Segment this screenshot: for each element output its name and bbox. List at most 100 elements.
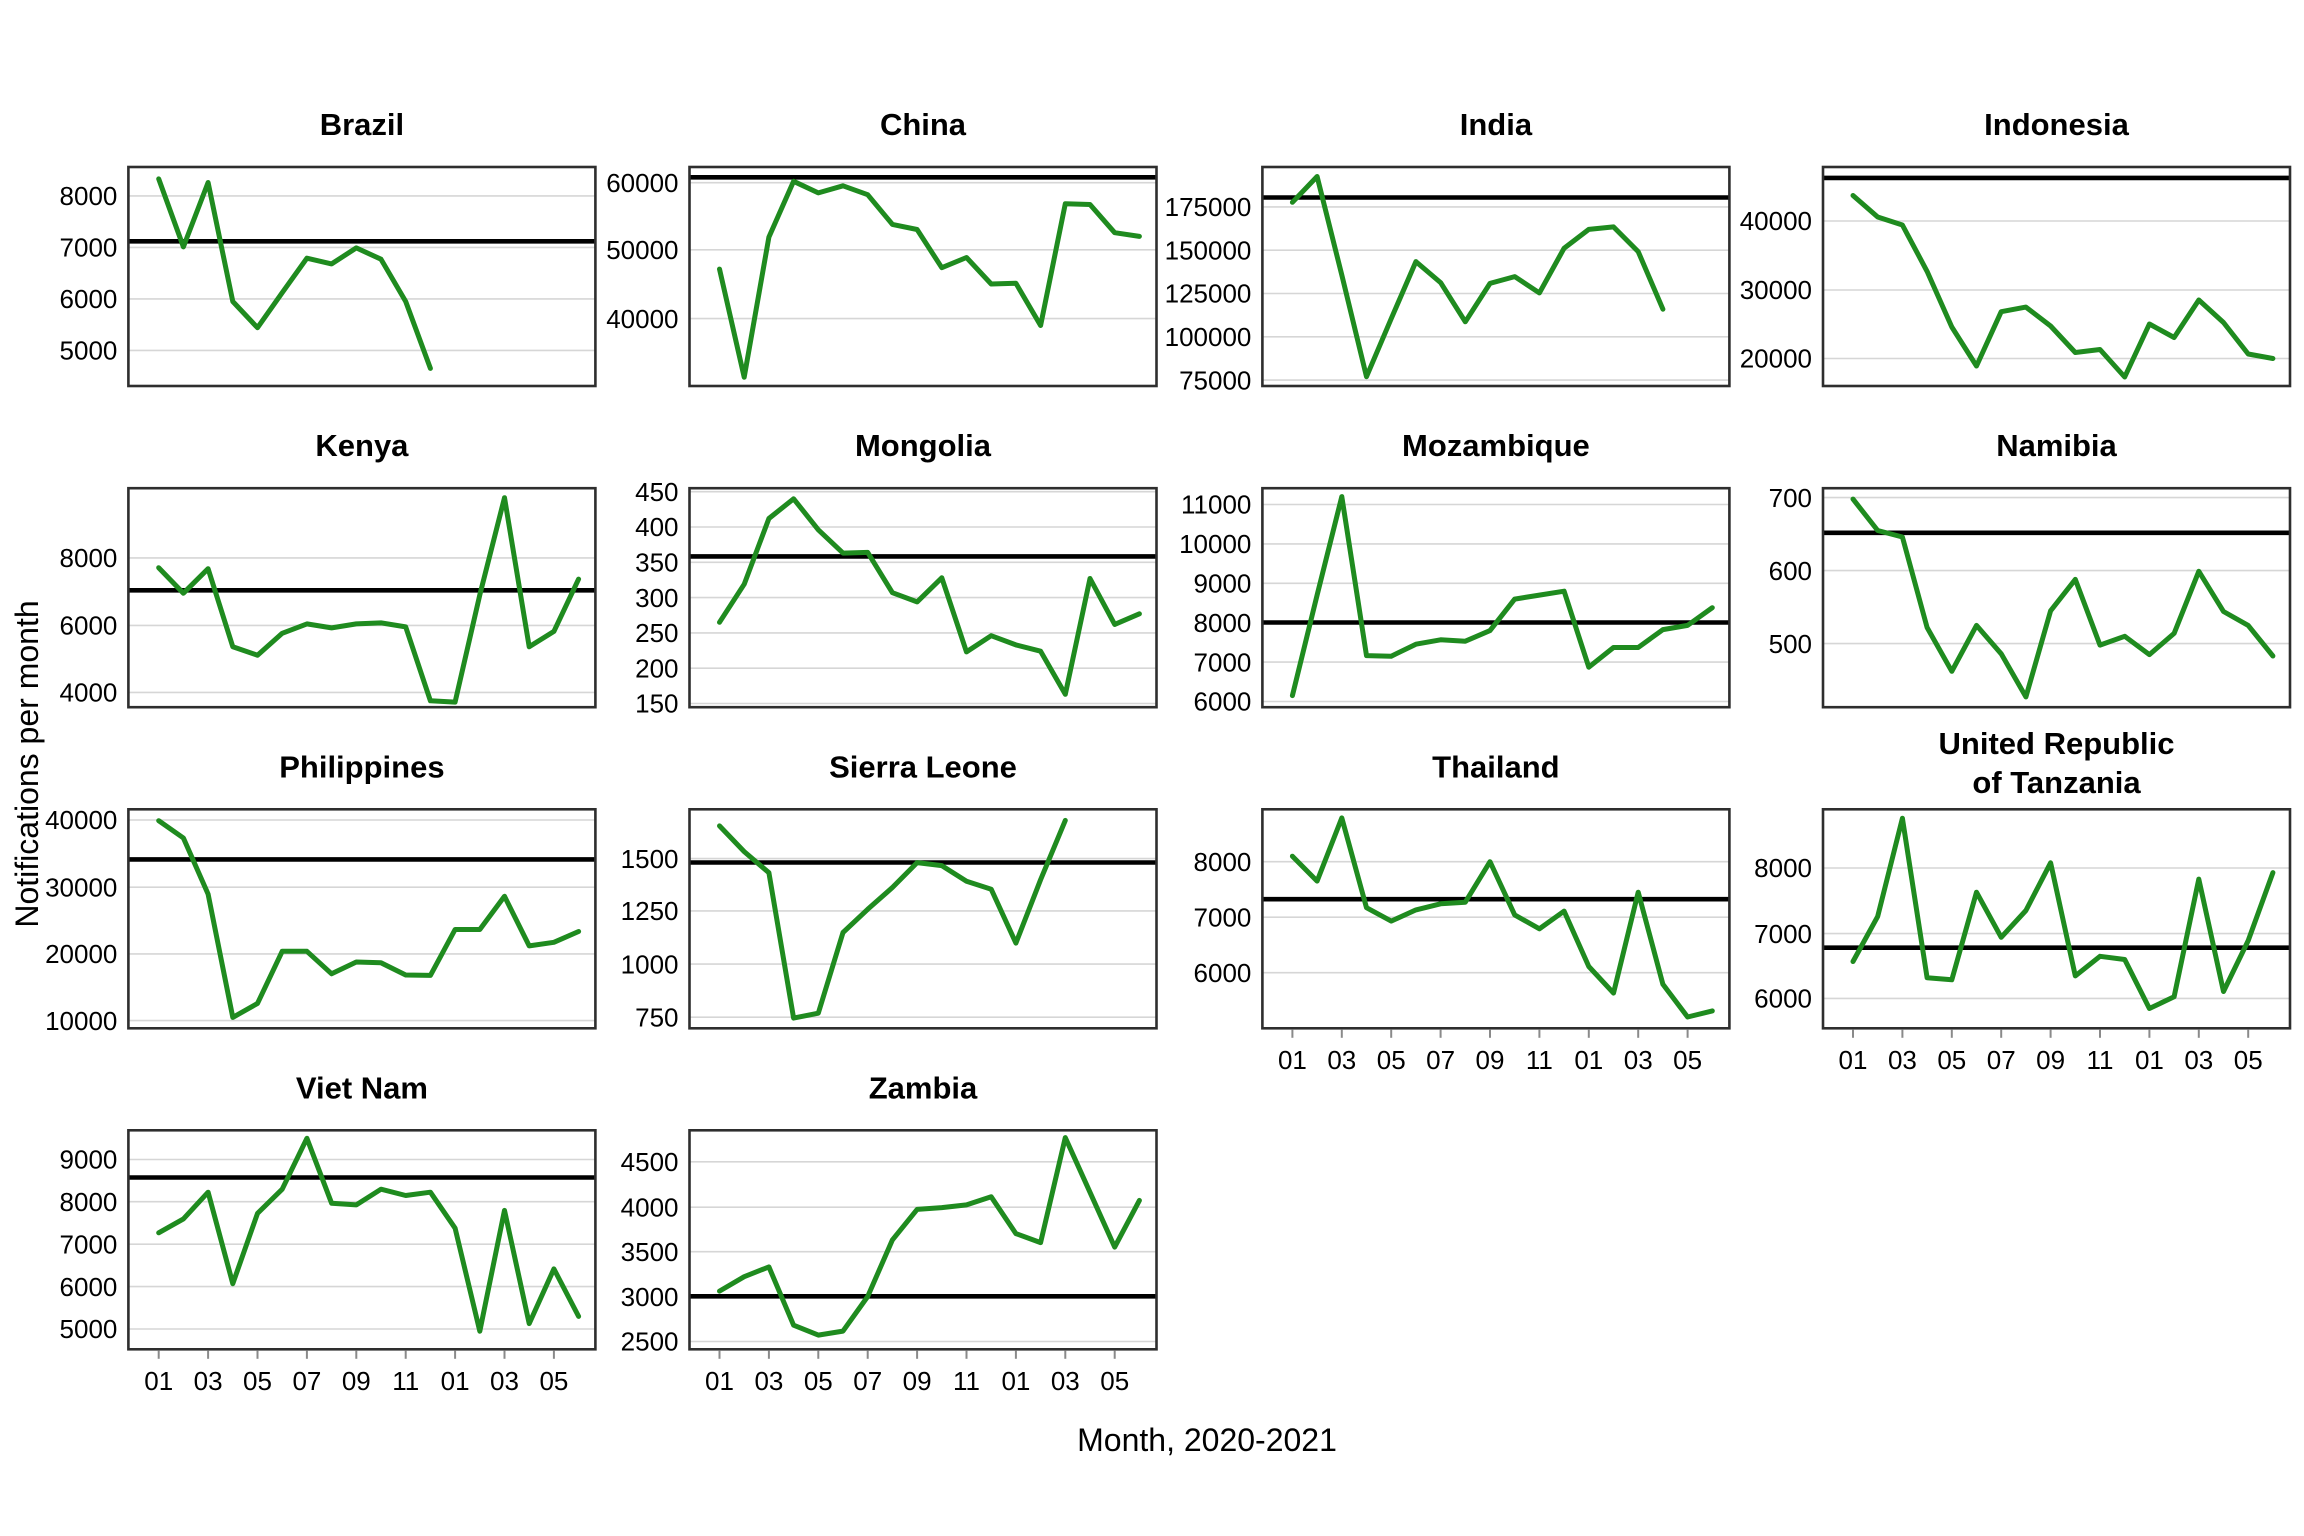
svg-text:750: 750: [635, 1002, 678, 1032]
svg-text:07: 07: [853, 1366, 882, 1396]
svg-text:7000: 7000: [1194, 902, 1252, 932]
svg-text:6000: 6000: [60, 611, 118, 641]
svg-text:03: 03: [1888, 1045, 1917, 1075]
svg-text:1500: 1500: [621, 844, 679, 874]
svg-text:07: 07: [1987, 1045, 2016, 1075]
svg-text:Sierra Leone: Sierra Leone: [829, 749, 1017, 784]
svg-text:6000: 6000: [1194, 958, 1252, 988]
svg-text:Thailand: Thailand: [1432, 749, 1559, 784]
svg-text:Month, 2020-2021: Month, 2020-2021: [1077, 1422, 1337, 1458]
svg-text:05: 05: [804, 1366, 833, 1396]
svg-text:05: 05: [1377, 1045, 1406, 1075]
svg-text:11: 11: [953, 1366, 980, 1396]
svg-text:07: 07: [292, 1366, 321, 1396]
svg-text:Viet Nam: Viet Nam: [296, 1070, 428, 1105]
svg-text:03: 03: [1624, 1045, 1653, 1075]
svg-text:9000: 9000: [60, 1145, 118, 1175]
svg-text:05: 05: [1937, 1045, 1966, 1075]
svg-text:50000: 50000: [606, 235, 678, 265]
svg-text:03: 03: [1051, 1366, 1080, 1396]
svg-text:07: 07: [1426, 1045, 1455, 1075]
svg-text:01: 01: [441, 1366, 470, 1396]
svg-text:3500: 3500: [621, 1237, 679, 1267]
svg-text:7000: 7000: [1194, 647, 1252, 677]
svg-text:450: 450: [635, 477, 678, 507]
svg-text:8000: 8000: [60, 1187, 118, 1217]
svg-text:11: 11: [392, 1366, 419, 1396]
svg-text:01: 01: [144, 1366, 173, 1396]
svg-text:Kenya: Kenya: [315, 428, 409, 463]
svg-text:11: 11: [1526, 1045, 1553, 1075]
svg-text:300: 300: [635, 583, 678, 613]
svg-text:250: 250: [635, 618, 678, 648]
svg-text:09: 09: [342, 1366, 371, 1396]
svg-text:30000: 30000: [1740, 275, 1812, 305]
svg-text:01: 01: [1001, 1366, 1030, 1396]
svg-text:03: 03: [1327, 1045, 1356, 1075]
svg-text:7000: 7000: [60, 1229, 118, 1259]
svg-text:Indonesia: Indonesia: [1984, 107, 2129, 142]
svg-text:500: 500: [1769, 629, 1812, 659]
svg-text:8000: 8000: [60, 181, 118, 211]
svg-text:05: 05: [539, 1366, 568, 1396]
svg-text:Namibia: Namibia: [1996, 428, 2117, 463]
svg-text:4500: 4500: [621, 1147, 679, 1177]
svg-text:01: 01: [705, 1366, 734, 1396]
svg-text:01: 01: [2135, 1045, 2164, 1075]
svg-text:Philippines: Philippines: [279, 749, 444, 784]
svg-text:75000: 75000: [1179, 365, 1251, 395]
svg-text:6000: 6000: [60, 1272, 118, 1302]
svg-text:40000: 40000: [45, 805, 117, 835]
svg-text:400: 400: [635, 512, 678, 542]
svg-text:Mozambique: Mozambique: [1402, 428, 1590, 463]
svg-text:5000: 5000: [60, 336, 118, 366]
svg-text:4000: 4000: [621, 1192, 679, 1222]
svg-text:9000: 9000: [1194, 569, 1252, 599]
svg-text:1250: 1250: [621, 896, 679, 926]
svg-text:Brazil: Brazil: [320, 107, 404, 142]
svg-text:11000: 11000: [1181, 490, 1251, 520]
svg-text:20000: 20000: [45, 939, 117, 969]
svg-text:05: 05: [1673, 1045, 1702, 1075]
svg-text:1000: 1000: [621, 949, 679, 979]
svg-text:09: 09: [2036, 1045, 2065, 1075]
svg-text:8000: 8000: [1194, 608, 1252, 638]
svg-text:2500: 2500: [621, 1327, 679, 1357]
svg-text:100000: 100000: [1165, 322, 1252, 352]
svg-text:6000: 6000: [60, 284, 118, 314]
svg-text:03: 03: [194, 1366, 223, 1396]
svg-text:30000: 30000: [45, 872, 117, 902]
svg-text:05: 05: [1100, 1366, 1129, 1396]
svg-text:11: 11: [2087, 1045, 2114, 1075]
svg-text:of Tanzania: of Tanzania: [1972, 765, 2141, 800]
svg-text:8000: 8000: [1194, 847, 1252, 877]
svg-text:India: India: [1460, 107, 1533, 142]
svg-text:Zambia: Zambia: [869, 1070, 978, 1105]
svg-text:01: 01: [1278, 1045, 1307, 1075]
svg-text:40000: 40000: [1740, 206, 1812, 236]
svg-text:175000: 175000: [1165, 192, 1252, 222]
svg-text:150000: 150000: [1165, 235, 1252, 265]
svg-text:United Republic: United Republic: [1939, 726, 2175, 761]
svg-text:10000: 10000: [1179, 529, 1251, 559]
svg-text:6000: 6000: [1754, 984, 1812, 1014]
svg-text:03: 03: [490, 1366, 519, 1396]
svg-text:4000: 4000: [60, 678, 118, 708]
svg-text:3000: 3000: [621, 1282, 679, 1312]
svg-text:Mongolia: Mongolia: [855, 428, 992, 463]
svg-text:7000: 7000: [60, 233, 118, 263]
svg-text:China: China: [880, 107, 967, 142]
svg-text:10000: 10000: [45, 1006, 117, 1036]
svg-text:40000: 40000: [606, 304, 678, 334]
svg-text:Notifications per month: Notifications per month: [9, 600, 45, 927]
svg-text:600: 600: [1769, 556, 1812, 586]
svg-text:20000: 20000: [1740, 344, 1812, 374]
svg-text:05: 05: [2234, 1045, 2263, 1075]
svg-text:700: 700: [1769, 483, 1812, 513]
svg-text:60000: 60000: [606, 168, 678, 198]
svg-text:6000: 6000: [1194, 687, 1252, 717]
svg-text:8000: 8000: [60, 543, 118, 573]
svg-text:7000: 7000: [1754, 919, 1812, 949]
svg-text:03: 03: [754, 1366, 783, 1396]
svg-text:8000: 8000: [1754, 853, 1812, 883]
